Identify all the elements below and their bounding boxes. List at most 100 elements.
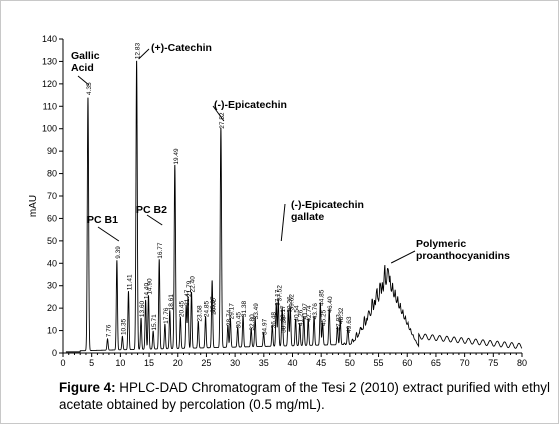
figure-caption: Figure 4: HPLC-DAD Chromatogram of the T… <box>59 379 551 413</box>
annotation-pointer <box>280 203 286 242</box>
chromatogram-chart: 0 10 20 30 40 50 60 70 80 90 100 110 120 130 140 0 5 10 15… <box>28 34 527 368</box>
peak-label: 22.40 <box>190 276 197 293</box>
y-tick-label: 50 <box>47 236 57 246</box>
x-tick-label: 40 <box>287 358 297 368</box>
x-tick-label: 45 <box>316 358 326 368</box>
peak-label: 44.85 <box>318 289 325 306</box>
annotation-pointer <box>138 48 150 60</box>
annotation-pointer <box>97 226 120 242</box>
x-tick-label: 15 <box>144 358 154 368</box>
y-axis-label: mAU <box>28 195 39 217</box>
y-tick-label: 120 <box>42 79 57 89</box>
peak-label: 10.35 <box>120 318 127 335</box>
peak-label: 45.25 <box>321 309 328 326</box>
x-tick-label: 10 <box>115 358 125 368</box>
peak-label: 24.85 <box>204 300 211 317</box>
peak-annotation: (-)-Epicatechin gallate <box>291 199 364 223</box>
x-tick-label: 5 <box>89 358 94 368</box>
peak-label: 48.32 <box>338 307 345 324</box>
peak-label: 37.17 <box>274 289 281 306</box>
peak-label: 30.45 <box>236 312 243 329</box>
y-tick-label: 100 <box>42 124 57 134</box>
y-tick-label: 40 <box>47 258 57 268</box>
peak-label: 19.49 <box>173 148 180 165</box>
peak-label: 28.74 <box>226 309 233 326</box>
y-tick-label: 10 <box>47 326 57 336</box>
annotation-line: (-)-Epicatechin <box>214 99 287 111</box>
peak-label: 21.79 <box>186 280 193 297</box>
x-tick-label: 80 <box>517 358 527 368</box>
peak-label: 18.61 <box>168 294 175 311</box>
peak-label: 25.97 <box>210 296 217 313</box>
peak-label: 39.26 <box>286 296 293 313</box>
peak-label: 41.97 <box>302 303 309 320</box>
peak-label: 20.45 <box>178 300 185 317</box>
y-tick-label: 60 <box>47 213 57 223</box>
x-tick-label: 55 <box>374 358 384 368</box>
chromatogram-trace <box>65 60 523 353</box>
x-tick-label: 75 <box>488 358 498 368</box>
y-tick-label: 80 <box>47 169 57 179</box>
peak-label: 33.49 <box>253 303 260 320</box>
peak-label: 17.76 <box>163 307 170 324</box>
x-tick-label: 0 <box>60 358 65 368</box>
peak-annotation: Gallic Acid <box>71 50 100 74</box>
peak-label: 27.52 <box>219 112 226 129</box>
peak-label: 39.62 <box>288 294 295 311</box>
peak-label: 40.54 <box>294 305 301 322</box>
annotation-line: Acid <box>71 62 94 74</box>
peak-label: 26.02 <box>210 298 217 315</box>
y-tick-label: 90 <box>47 146 57 156</box>
annotation-pointer <box>146 214 163 226</box>
x-tick-label: 60 <box>402 358 412 368</box>
peak-label: 4.35 <box>86 82 93 95</box>
peak-label: 46.40 <box>327 296 334 313</box>
peak-label: 7.76 <box>106 324 113 337</box>
x-tick-label: 25 <box>201 358 211 368</box>
peak-annotation: Polymeric proanthocyanidins <box>416 238 510 262</box>
peak-annotation: PC B2 <box>136 204 167 216</box>
annotation-pointer <box>390 250 416 264</box>
peak-label: 23.58 <box>196 305 203 322</box>
peak-label: 32.80 <box>249 314 256 331</box>
peak-label: 11.41 <box>126 274 133 290</box>
annotation-line: (-)-Epicatechin <box>291 199 364 211</box>
annotation-line: (+)-Catechin <box>151 42 212 54</box>
annotation-pointer <box>212 105 225 122</box>
peak-label: 36.48 <box>270 312 277 329</box>
peak-label: 9.39 <box>115 246 122 259</box>
x-tick-label: 50 <box>345 358 355 368</box>
peak-label: 47.83 <box>335 314 342 331</box>
peak-label: 14.40 <box>144 283 151 300</box>
annotation-line: PC B1 <box>87 214 118 226</box>
peak-label: 16.77 <box>157 242 164 259</box>
peak-label: 42.74 <box>306 305 313 322</box>
peak-label: 43.76 <box>312 303 319 320</box>
peak-label: 21.47 <box>184 289 191 306</box>
y-tick-label: 110 <box>43 101 57 111</box>
peak-label: 38.26 <box>281 316 288 333</box>
x-tick-label: 30 <box>230 358 240 368</box>
y-tick-label: 130 <box>42 56 57 66</box>
caption-text: HPLC-DAD Chromatogram of the Tesi 2 (201… <box>59 380 550 412</box>
annotation-pointer <box>77 75 90 86</box>
peak-label: 49.63 <box>346 316 353 333</box>
annotation-line: proanthocyanidins <box>416 250 510 262</box>
peak-label: 37.52 <box>276 285 283 302</box>
peak-label: 34.97 <box>262 318 269 335</box>
peak-label: 15.71 <box>151 314 158 331</box>
x-tick-label: 20 <box>173 358 183 368</box>
annotation-line: gallate <box>291 211 324 223</box>
peak-label: 12.83 <box>135 43 142 60</box>
y-tick-label: 70 <box>47 191 57 201</box>
peak-label: 14.90 <box>146 278 153 295</box>
peak-label: 31.38 <box>241 300 248 317</box>
annotation-line: PC B2 <box>136 204 167 216</box>
peak-label: 29.17 <box>228 303 235 320</box>
peak-annotation: PC B1 <box>87 214 118 226</box>
x-tick-label: 70 <box>460 358 470 368</box>
annotation-line: Gallic <box>71 50 100 62</box>
annotation-line: Polymeric <box>416 238 466 250</box>
peak-annotation: (+)-Catechin <box>151 42 212 54</box>
